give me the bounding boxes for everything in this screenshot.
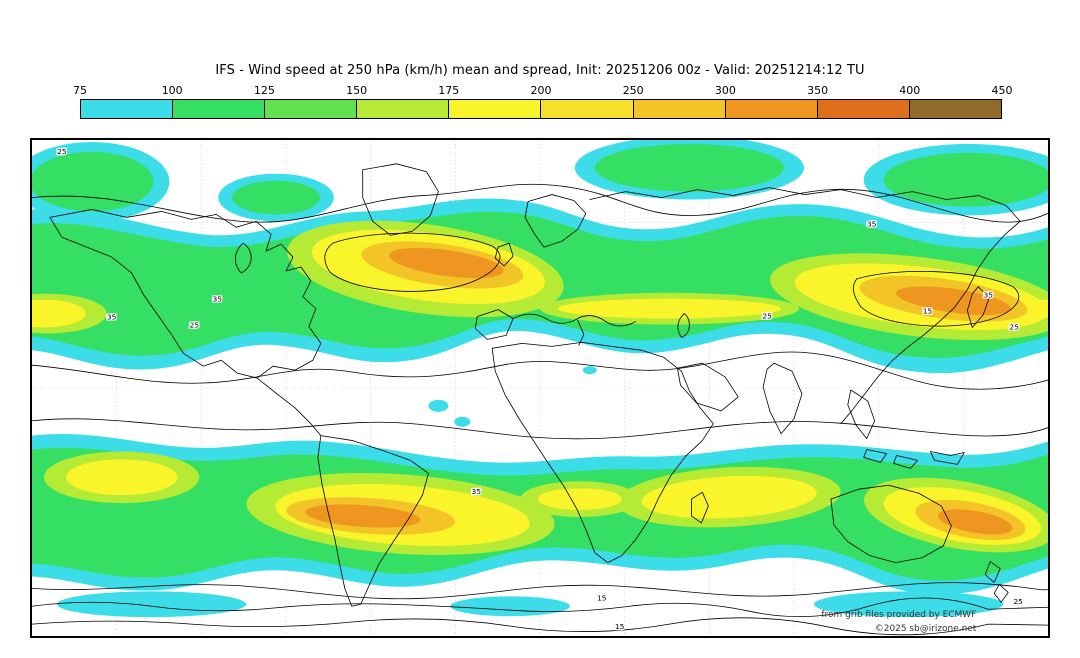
wind-speed-field bbox=[32, 140, 1048, 618]
colorbar-segment bbox=[541, 100, 634, 118]
contour-label: 35 bbox=[107, 313, 117, 322]
contour-label: 25 bbox=[762, 312, 772, 321]
colorbar-tick-label: 150 bbox=[346, 84, 368, 97]
colorbar-tick-label: 300 bbox=[714, 84, 736, 97]
chart-title: IFS - Wind speed at 250 hPa (km/h) mean … bbox=[215, 63, 865, 78]
colorbar-gradient bbox=[80, 99, 1002, 119]
contour-label: 15 bbox=[615, 622, 625, 631]
world-wind-map: 25 35 35 25 35 15 25 25 35 35 15 25 15 f… bbox=[32, 140, 1048, 636]
colorbar-tick-label: 450 bbox=[991, 84, 1013, 97]
wind-band-300-350-layer bbox=[305, 247, 1013, 535]
contour-label: 25 bbox=[1009, 322, 1019, 331]
colorbar-tick-label: 400 bbox=[899, 84, 921, 97]
contour-label: 35 bbox=[472, 487, 482, 496]
attribution: from grib files provided by ECMWF ©2025 … bbox=[821, 610, 976, 634]
colorbar-segment bbox=[357, 100, 450, 118]
colorbar-segment bbox=[633, 100, 726, 118]
colorbar-tick-label: 350 bbox=[807, 84, 829, 97]
spread-contours bbox=[32, 183, 1048, 600]
contour-label: 15 bbox=[923, 307, 933, 316]
contour-label: 35 bbox=[213, 295, 223, 304]
contour-label: 15 bbox=[597, 593, 607, 602]
colorbar-segment bbox=[449, 100, 542, 118]
colorbar-tick-labels: 75 100 125 150 175 200 250 300 350 400 450 bbox=[73, 84, 1013, 98]
contour-label: 25 bbox=[1013, 597, 1023, 606]
colorbar-tick-label: 175 bbox=[438, 84, 460, 97]
colorbar-segment bbox=[725, 100, 818, 118]
contour-label: 25 bbox=[57, 147, 67, 156]
colorbar: 75 100 125 150 175 200 250 300 350 400 450 bbox=[73, 84, 1013, 119]
colorbar-tick-label: 75 bbox=[73, 84, 87, 97]
colorbar-tick-label: 125 bbox=[253, 84, 275, 97]
colorbar-segment bbox=[265, 100, 358, 118]
colorbar-segment bbox=[817, 100, 910, 118]
attribution-copyright: ©2025 sb@irizone.net bbox=[875, 624, 977, 634]
attribution-source: from grib files provided by ECMWF bbox=[821, 610, 976, 620]
colorbar-segment bbox=[173, 100, 266, 118]
contour-label: 35 bbox=[867, 219, 877, 228]
contour-label: 35 bbox=[983, 291, 993, 300]
contour-labels: 25 35 35 25 35 15 25 25 35 35 15 25 15 bbox=[56, 146, 1024, 633]
colorbar-segment bbox=[909, 100, 1001, 118]
colorbar-tick-label: 200 bbox=[530, 84, 552, 97]
colorbar-segment bbox=[81, 100, 174, 118]
coastlines bbox=[32, 163, 1048, 636]
colorbar-tick-label: 100 bbox=[161, 84, 183, 97]
map-frame: 25 35 35 25 35 15 25 25 35 35 15 25 15 f… bbox=[30, 138, 1050, 638]
contour-label: 25 bbox=[190, 321, 200, 330]
colorbar-tick-label: 250 bbox=[622, 84, 644, 97]
